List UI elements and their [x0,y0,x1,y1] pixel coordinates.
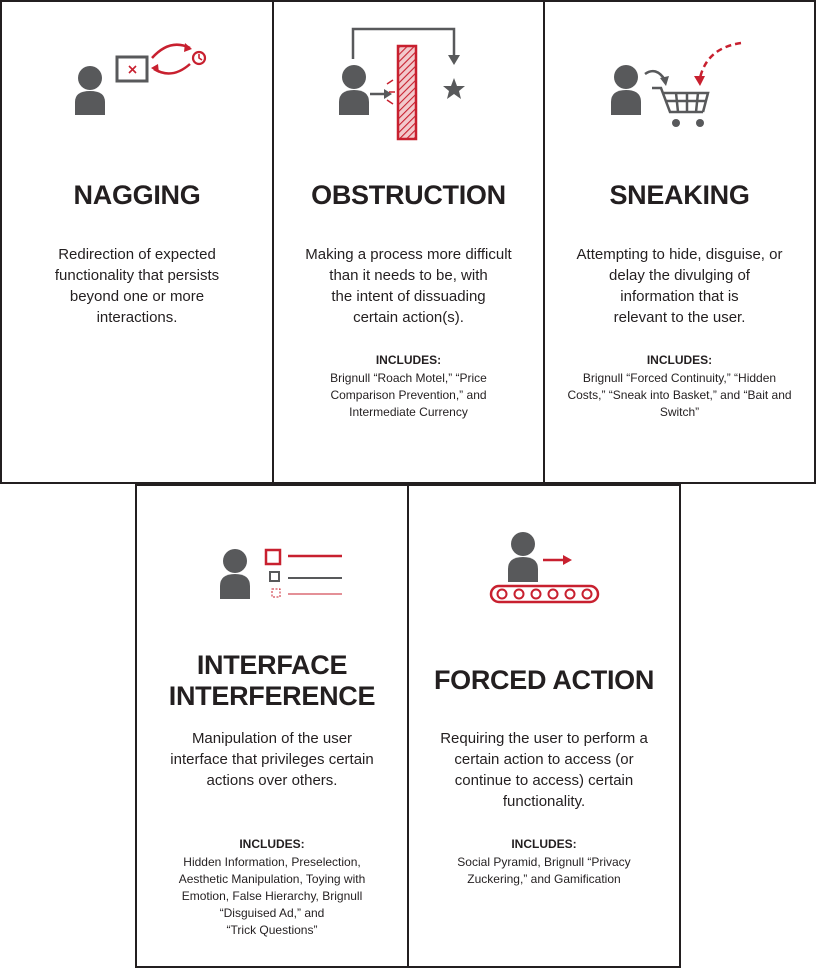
includes-text: Brignull “Forced Continuity,” “Hidden Co… [567,371,792,419]
person-conveyor-belt-icon [489,532,600,604]
includes-label: INCLUDES: [375,353,442,367]
includes-text: Social Pyramid, Brignull “Privacy Zucker… [457,855,631,886]
card-description: Manipulation of the user interface that … [170,730,374,789]
card-title: FORCED ACTION [433,665,655,695]
person-blocked-barrier-icon [339,27,465,141]
includes-text: Brignull “Roach Motel,” “Price Compariso… [330,371,487,419]
card-title: SNEAKING [609,180,750,210]
person-shopping-cart-icon [611,41,742,127]
includes-label: INCLUDES: [646,353,713,367]
includes-label: INCLUDES: [511,837,577,851]
person-checklist-icon [220,548,342,599]
includes-text: Hidden Information, Preselection, Aesthe… [178,855,366,937]
card-description: Redirection of expected functionality th… [54,246,220,326]
card-description: Requiring the user to perform a certain … [440,730,648,810]
card-obstruction: OBSTRUCTION Making a process more diffic… [272,0,545,484]
card-sneaking: SNEAKING Attempting to hide, disguise, o… [543,0,816,484]
card-description: Making a process more difficult than it … [305,246,512,326]
card-nagging: NAGGING Redirection of expected function… [0,0,274,484]
card-forced-action: FORCED ACTION Requiring the user to perf… [407,484,681,968]
includes-label: INCLUDES: [239,837,305,851]
person-screen-redirect-icon [75,43,207,115]
card-interface-interference: INTERFACE INTERFERENCE Manipulation of t… [135,484,409,968]
card-title: INTERFACE INTERFERENCE [168,650,376,711]
card-description: Attempting to hide, disguise, or delay t… [576,246,783,326]
card-title: NAGGING [73,180,201,210]
card-title: OBSTRUCTION [311,180,506,210]
